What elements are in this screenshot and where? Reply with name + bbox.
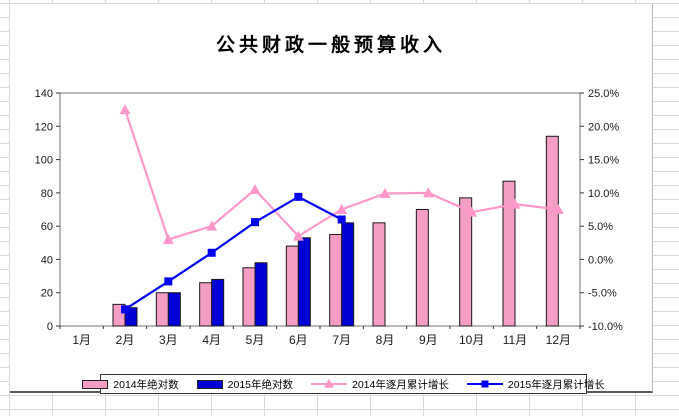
svg-text:3月: 3月 (159, 333, 178, 347)
plot-area (59, 92, 581, 327)
svg-text:9月: 9月 (419, 333, 438, 347)
legend-line-swatch-2015 (466, 380, 503, 388)
svg-text:1月: 1月 (72, 333, 91, 347)
line-series-2014年逐月累计增长 (119, 104, 564, 244)
svg-text:25.0%: 25.0% (588, 88, 619, 100)
legend-item-2015-growth-line: 2015年逐月累计增长 (466, 377, 605, 392)
svg-text:10月: 10月 (459, 333, 484, 347)
legend-label: 2014年逐月累计增长 (352, 378, 449, 391)
svg-text:5.0%: 5.0% (588, 221, 613, 233)
svg-text:20: 20 (41, 288, 53, 300)
bar-series-2015年绝对数 (124, 222, 355, 327)
svg-text:11月: 11月 (503, 333, 527, 347)
svg-text:6月: 6月 (289, 333, 308, 347)
legend-line-swatch-2014 (311, 378, 347, 388)
svg-text:120: 120 (35, 121, 53, 133)
svg-text:15.0%: 15.0% (588, 155, 619, 167)
svg-text:140: 140 (35, 88, 53, 100)
svg-text:5月: 5月 (246, 333, 265, 347)
svg-text:7月: 7月 (332, 333, 351, 347)
legend-item-2014-bars: 2014年绝对数 (82, 377, 179, 392)
legend-label: 2015年绝对数 (227, 378, 293, 391)
chart-object[interactable]: 公共财政一般预算收入 140 120 100 80 60 40 20 0 25.0% 20.0% 1… (10, 4, 653, 394)
svg-text:4月: 4月 (202, 333, 221, 347)
svg-text:60: 60 (41, 221, 53, 233)
svg-text:80: 80 (41, 188, 53, 200)
legend-item-2015-bars: 2015年绝对数 (196, 377, 293, 392)
line-series-2015年逐月累计增长 (121, 192, 346, 314)
svg-text:10.0%: 10.0% (588, 188, 619, 200)
square-marker-icon (481, 380, 489, 388)
right-axis: 25.0% 20.0% 15.0% 10.0% 5.0% 0.0% -5.0% -10.0% (580, 88, 623, 333)
legend-label: 2015年逐月累计增长 (507, 378, 605, 391)
svg-text:12月: 12月 (546, 333, 571, 347)
chart-canvas[interactable]: 140 120 100 80 60 40 20 0 25.0% 20.0% 15.0% 10.0% 5.… (10, 4, 652, 391)
chart-legend[interactable]: 2014年绝对数 2015年绝对数 2014年逐月累计增长 2015年逐月累计增… (82, 374, 605, 394)
svg-text:-10.0%: -10.0% (588, 321, 623, 333)
svg-text:0.0%: 0.0% (588, 254, 613, 266)
legend-bar-swatch-2015 (196, 379, 223, 389)
svg-text:20.0%: 20.0% (588, 121, 619, 133)
svg-text:-5.0%: -5.0% (588, 288, 617, 300)
svg-text:100: 100 (35, 155, 53, 167)
x-axis: 1月 2月 3月 4月 5月 6月 7月 8月 9月 10月 11月 12月 (59, 326, 581, 347)
svg-text:40: 40 (41, 254, 53, 266)
left-axis: 140 120 100 80 60 40 20 0 (35, 88, 60, 333)
svg-text:0: 0 (47, 321, 53, 333)
legend-label: 2014年绝对数 (113, 378, 179, 391)
bar-series-2014年绝对数 (112, 135, 559, 327)
triangle-marker-icon (324, 378, 334, 388)
svg-text:2月: 2月 (116, 333, 135, 347)
legend-item-2014-growth-line: 2014年逐月累计增长 (311, 377, 449, 392)
svg-text:8月: 8月 (376, 333, 395, 347)
legend-bar-swatch-2014 (82, 379, 109, 389)
chart-title: 公共财政一般预算收入 (215, 35, 446, 56)
